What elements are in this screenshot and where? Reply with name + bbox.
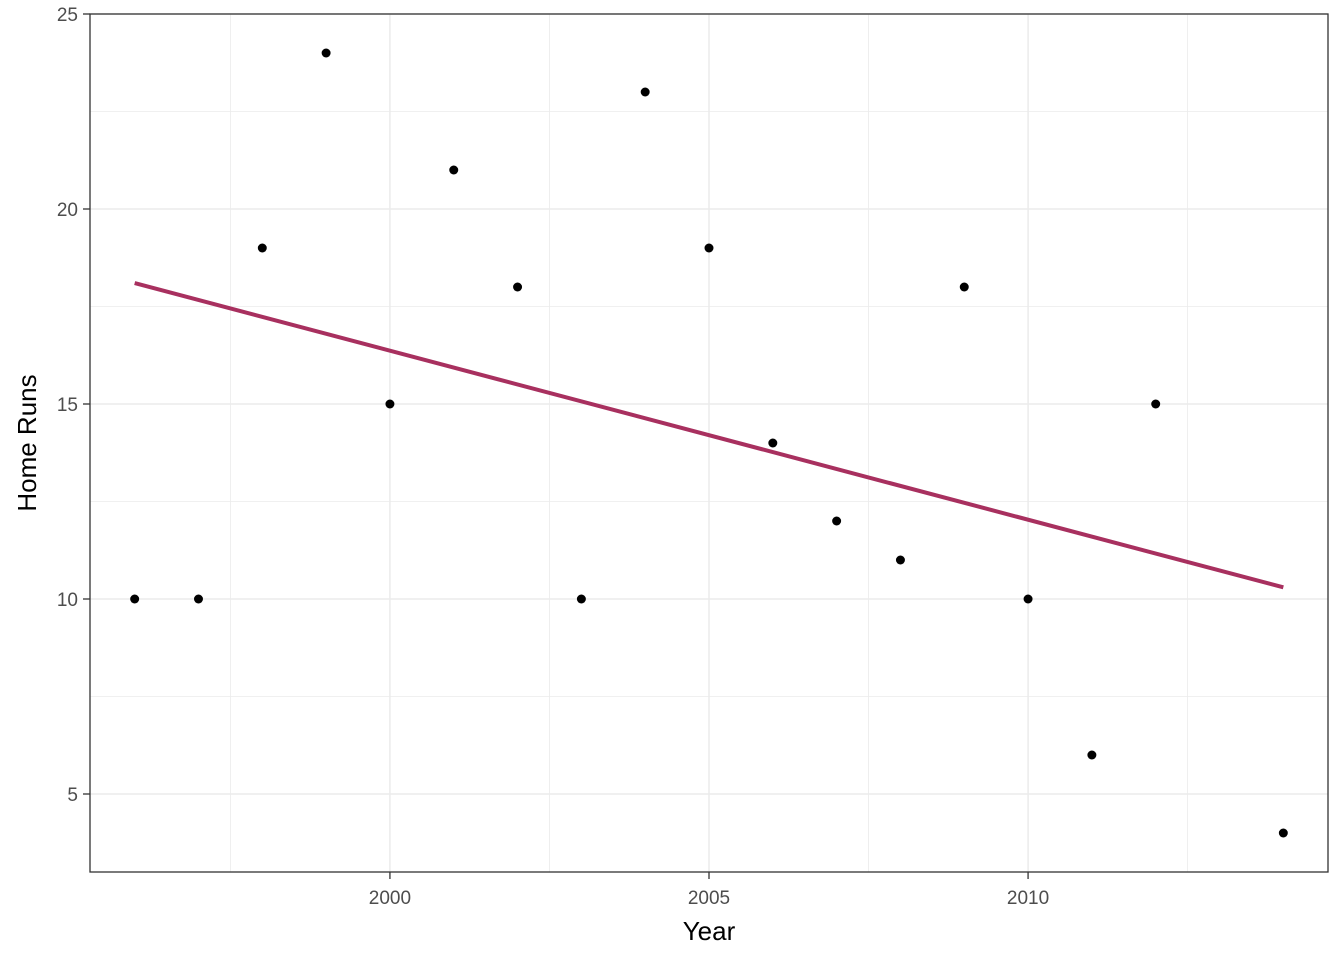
x-tick-label: 2000 (369, 888, 411, 909)
data-point (640, 87, 650, 97)
data-point (321, 48, 331, 58)
trend-line (134, 281, 1284, 590)
y-axis-title: Home Runs (12, 374, 42, 511)
y-axis-ticks: 5 10 15 20 25 (57, 5, 90, 806)
data-point (1278, 828, 1288, 838)
y-tick-label: 25 (57, 5, 78, 26)
data-point (1151, 399, 1161, 409)
y-tick-label: 20 (57, 200, 78, 221)
data-point (257, 243, 267, 253)
data-point (449, 165, 459, 175)
data-point (704, 243, 714, 253)
data-point (193, 594, 203, 604)
data-point (895, 555, 905, 565)
data-point (576, 594, 586, 604)
x-tick-label: 2005 (688, 888, 730, 909)
data-point (1087, 750, 1097, 760)
data-point (832, 516, 842, 526)
data-point (385, 399, 395, 409)
x-axis-title: Year (683, 916, 736, 946)
data-point (513, 282, 523, 292)
trend-line-group (134, 281, 1284, 590)
y-tick-label: 15 (57, 395, 78, 416)
x-tick-label: 2010 (1007, 888, 1049, 909)
y-tick-label: 5 (67, 785, 78, 806)
data-points (130, 48, 1288, 838)
y-tick-label: 10 (57, 590, 78, 611)
data-point (1023, 594, 1033, 604)
grid-lines (90, 13, 1328, 872)
data-point (768, 438, 778, 448)
data-point (130, 594, 140, 604)
data-point (959, 282, 969, 292)
x-axis-ticks: 2000 2005 2010 (369, 872, 1049, 909)
